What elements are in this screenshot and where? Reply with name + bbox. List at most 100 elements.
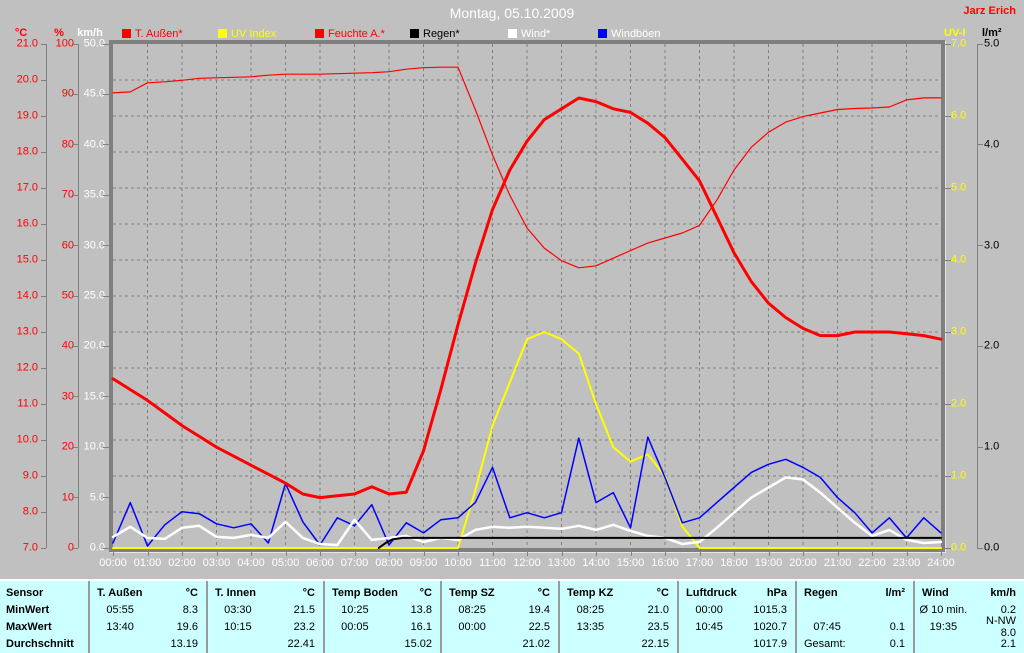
x-tick-mark [527,552,528,556]
y-tick-mark [103,547,109,549]
y-tick-label: 5.0 [89,491,105,504]
table-row: Gesamt: 0.1 [797,635,913,652]
y-tick-label: 20.0 [16,73,38,86]
table-row: 1017.9 [679,635,795,652]
y-tick-mark [977,245,983,247]
y-tick-label: 13.0 [16,325,38,338]
x-tick-label: 01:00 [133,557,162,569]
x-tick-mark [182,552,183,556]
y-tick-label: 70 [61,188,74,201]
table-row: Wind km/h [915,584,1024,601]
x-tick-mark [837,552,839,556]
x-tick-label: 22:00 [858,557,886,569]
table-row: T. Innen °C [208,584,323,601]
table-row: 00:00 1015.3 [679,601,795,618]
y-tick-mark [41,295,46,297]
table-col: Temp KZ °C 08:25 21.0 13:35 23.5 22.15 [558,581,677,653]
table-row: T. Außen °C [90,584,206,601]
y-tick-mark [103,446,109,448]
y-tick-mark [73,446,78,448]
y-tick-label: 45.0 [83,87,105,100]
y-tick-mark [73,345,78,347]
max-time: 00:00 [458,620,486,633]
axis-header-rain: l/m² [982,27,1002,39]
y-tick-mark [41,79,46,81]
y-tick-mark [103,144,109,146]
x-tick-label: 13:00 [547,557,576,569]
legend-item: Regen* [410,29,460,40]
y-tick-mark [41,151,46,153]
y-tick-label: 25.0 [83,289,105,302]
table-row: 08:25 21.0 [560,601,677,618]
y-tick-mark [977,446,983,448]
table-row: 10:45 1020.7 [679,618,795,635]
x-tick-label: 24:00 [927,557,955,569]
y-tick-label: 100 [55,37,74,50]
avg-value: 15.02 [404,637,432,650]
y-tick-label: 10.0 [16,433,38,446]
y-tick-label: 12.0 [16,361,38,374]
legend-label: T. Außen* [135,28,183,40]
table-col-unit: °C [656,586,669,599]
x-tick-mark [423,552,425,556]
legend-item: Windböen [598,29,661,40]
y-tick-mark [41,331,46,333]
x-tick-mark [596,552,597,556]
table-row: Temp KZ °C [560,584,677,601]
x-tick-label: 18:00 [720,557,748,569]
legend-swatch-icon [218,29,227,38]
y-tick-mark [977,43,983,45]
table-row: 2.1 [915,635,1024,652]
y-tick-label: 4.0 [984,138,1000,151]
y-tick-label: 4.0 [951,253,967,266]
axis-line [78,44,79,548]
legend-swatch-icon [122,29,131,38]
y-tick-mark [41,43,46,45]
table-row: MaxWert [0,618,88,635]
y-tick-mark [977,547,983,549]
y-tick-mark [41,403,46,405]
y-tick-label: 9.0 [22,469,38,482]
table-row: 08:25 19.4 [442,601,558,618]
table-row: 00:05 16.1 [325,618,440,635]
y-tick-mark [103,497,109,499]
y-tick-label: 0.0 [984,541,1000,554]
y-tick-label: 35.0 [83,188,105,201]
min-value: 19.4 [528,603,550,616]
x-tick-mark [458,552,459,556]
table-row: Sensor [0,584,88,601]
y-tick-mark [41,223,46,225]
series-windben [112,436,942,547]
x-tick-mark [699,552,701,556]
y-tick-label: 50.0 [83,37,105,50]
table-row: 03:30 21.5 [208,601,323,618]
x-tick-mark [906,552,908,556]
y-tick-mark [103,295,109,297]
min-value: 21.5 [293,603,315,616]
y-tick-label: 10 [61,491,74,504]
table-col-name: Luftdruck [686,586,737,599]
min-time: 08:25 [458,603,486,616]
table-row: 21.02 [442,635,558,652]
legend-item: Wind* [508,29,550,40]
table-col-unit: hPa [766,586,787,599]
legend-item: UV Index [218,29,276,40]
series-regen [377,536,942,549]
max-time: 07:45 [813,620,841,633]
series-feuchtea [112,66,942,269]
y-tick-mark [41,187,46,189]
x-tick-label: 12:00 [513,557,541,569]
max-value: N-NW 8.0 [986,614,1016,639]
table-col-sensor: Sensor MinWert MaxWert Durchschnitt [0,581,88,653]
x-tick-label: 21:00 [823,557,852,569]
max-time: 13:35 [576,620,605,633]
y-tick-mark [103,93,109,95]
table-col: T. Innen °C 03:30 21.5 10:15 23.2 22.41 [206,581,323,653]
max-value: 16.1 [410,620,432,633]
y-tick-mark [945,475,951,477]
y-tick-mark [41,115,46,117]
axis-line [46,44,47,548]
axis-header-humidity: % [54,27,64,39]
max-value: 23.2 [293,620,315,633]
